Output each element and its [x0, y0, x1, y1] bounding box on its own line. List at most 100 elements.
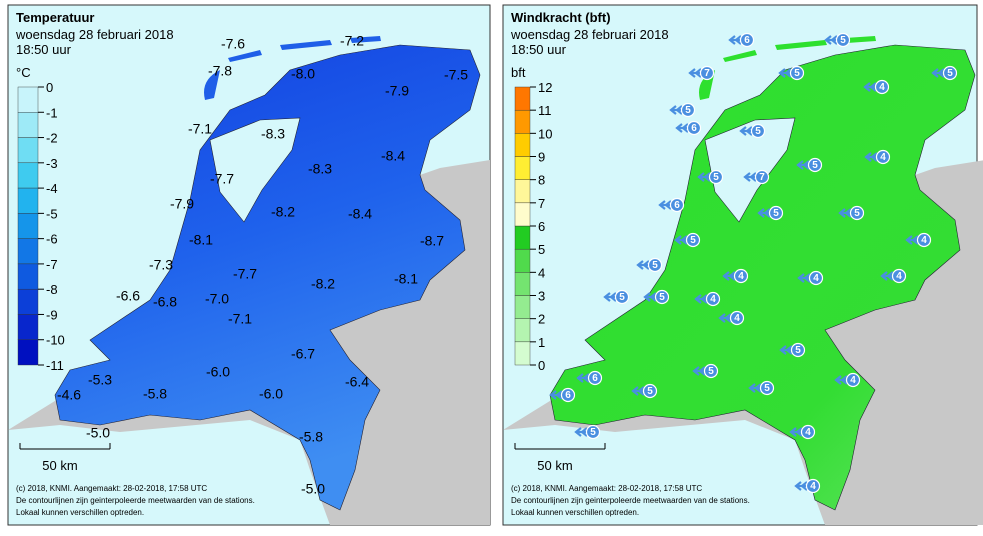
temperature-label: -8.0 — [291, 66, 315, 82]
date: woensdag 28 februari 2018 — [510, 27, 669, 42]
wind-dot — [789, 65, 805, 81]
wind-force: 5 — [794, 68, 800, 79]
wind-force: 4 — [896, 271, 902, 282]
wind-marker: 4 — [880, 268, 907, 284]
wind-dot — [845, 372, 861, 388]
legend-label: 0 — [46, 80, 53, 95]
temperature-label: -7.9 — [170, 196, 194, 212]
wind-marker: 4 — [694, 291, 721, 307]
wind-marker: 5 — [697, 169, 724, 185]
legend-swatch — [17, 314, 39, 340]
wind-dot — [759, 380, 775, 396]
wind-force: 6 — [691, 123, 697, 134]
legend-label: -4 — [46, 181, 58, 196]
temperature-label: -5.0 — [301, 481, 325, 497]
wind-marker: 6 — [728, 32, 755, 48]
legend-label: 9 — [538, 150, 545, 165]
legend-label: -3 — [46, 156, 58, 171]
wind-marker: 4 — [863, 79, 890, 95]
wind-dot — [705, 291, 721, 307]
temperature-label: -6.4 — [345, 374, 369, 390]
wind-marker: 4 — [797, 270, 824, 286]
wind-dot — [807, 157, 823, 173]
wind-marker: 5 — [748, 380, 775, 396]
temperature-label: -6.6 — [116, 288, 140, 304]
temperature-label: -7.0 — [205, 291, 229, 307]
temperature-label: -8.1 — [189, 232, 213, 248]
temperature-label: -7.7 — [233, 266, 257, 282]
legend-swatch — [17, 187, 39, 214]
map-labels: -7.6 -7.2 -7.8 -8.0 -7.5 -7.9 -7.1 -8.3 -8.3 -8.4… — [57, 33, 468, 497]
temperature-label: -7.1 — [228, 311, 252, 327]
wind-dot — [808, 270, 824, 286]
scale-label: 50 km — [42, 458, 77, 473]
wind-dot — [849, 205, 865, 221]
wind-force: 5 — [619, 292, 625, 303]
wind-force: 4 — [738, 271, 744, 282]
footer: De contourlijnen zijn geinterpoleerde me… — [16, 496, 255, 505]
wind-force: 5 — [708, 366, 714, 377]
legend-swatch — [17, 238, 39, 265]
wind-force: 6 — [592, 373, 598, 384]
temperature-label: -8.4 — [381, 148, 405, 164]
wind-force: 7 — [759, 172, 765, 183]
legend-swatch — [17, 162, 39, 189]
title: Windkracht (bft) — [511, 10, 611, 25]
wind-marker: 4 — [722, 268, 749, 284]
title: Temperatuur — [16, 10, 95, 25]
legend-label: 4 — [538, 265, 545, 280]
wind-marker: 5 — [643, 289, 670, 305]
wind-dot — [805, 478, 821, 494]
wind-marker: 5 — [796, 157, 823, 173]
temperature-label: -7.8 — [208, 63, 232, 79]
temperature-label: -5.8 — [299, 429, 323, 445]
wind-marker: 5 — [636, 257, 663, 273]
wind-force: 7 — [704, 68, 710, 79]
time: 18:50 uur — [511, 42, 567, 57]
temperature-label: -7.2 — [340, 33, 364, 49]
wind-force: 5 — [713, 172, 719, 183]
footer: (c) 2018, KNMI. Aangemaakt: 28-02-2018, … — [16, 484, 207, 493]
wind-force: 4 — [805, 427, 811, 438]
wind-force: 6 — [744, 35, 750, 46]
footer: Lokaal kunnen verschillen optreden. — [511, 508, 639, 517]
wind-force: 4 — [710, 294, 716, 305]
legend-label: -5 — [46, 206, 58, 221]
legend-label: 8 — [538, 173, 545, 188]
wind-force: 5 — [795, 345, 801, 356]
unit: bft — [511, 65, 526, 80]
legend-label: -2 — [46, 131, 58, 146]
temperature-label: -7.3 — [149, 257, 173, 273]
legend-swatch — [17, 263, 39, 290]
legend-label: -6 — [46, 232, 58, 247]
legend-swatch — [514, 318, 531, 343]
wind-marker: 5 — [574, 424, 601, 440]
wind-dot — [874, 79, 890, 95]
legend-label: 12 — [538, 80, 552, 95]
temperature-label: -6.8 — [153, 294, 177, 310]
wind-dot — [708, 169, 724, 185]
legend-swatch — [514, 156, 531, 180]
wind-marker: 5 — [838, 205, 865, 221]
wind-dot — [654, 289, 670, 305]
temperature-label: -5.8 — [143, 386, 167, 402]
wind-marker: 5 — [931, 65, 958, 81]
wind-force: 5 — [652, 260, 658, 271]
legend-label: -11 — [46, 358, 64, 373]
wind-dot — [891, 268, 907, 284]
wind-dot — [647, 257, 663, 273]
scale-label: 50 km — [537, 458, 572, 473]
wind-force: 5 — [840, 35, 846, 46]
wind-dot — [875, 149, 891, 165]
wind-force: 4 — [813, 273, 819, 284]
wind-dot — [739, 32, 755, 48]
wind-marker: 4 — [905, 232, 932, 248]
temperature-label: -8.2 — [311, 276, 335, 292]
legend-swatch — [17, 112, 39, 138]
legend-label: 2 — [538, 312, 545, 327]
wind-force: 6 — [565, 390, 571, 401]
wind-dot — [642, 383, 658, 399]
wind-marker: 5 — [778, 65, 805, 81]
